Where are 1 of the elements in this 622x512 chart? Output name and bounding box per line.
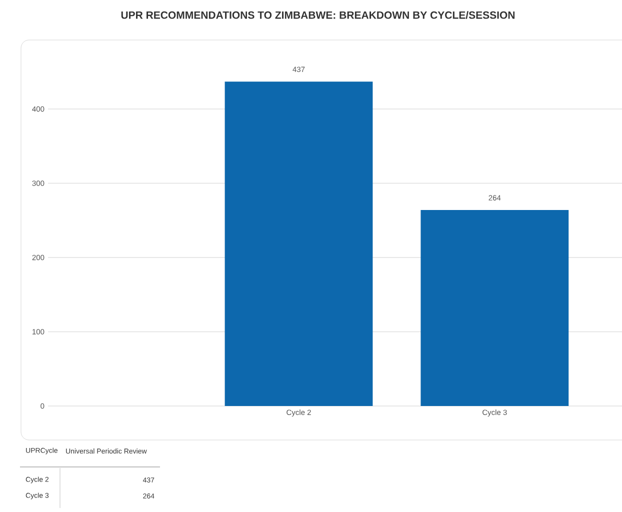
chart-title: UPR RECOMMENDATIONS TO ZIMBABWE: BREAKDOWN BY CYCLE/SESSION <box>121 11 515 19</box>
